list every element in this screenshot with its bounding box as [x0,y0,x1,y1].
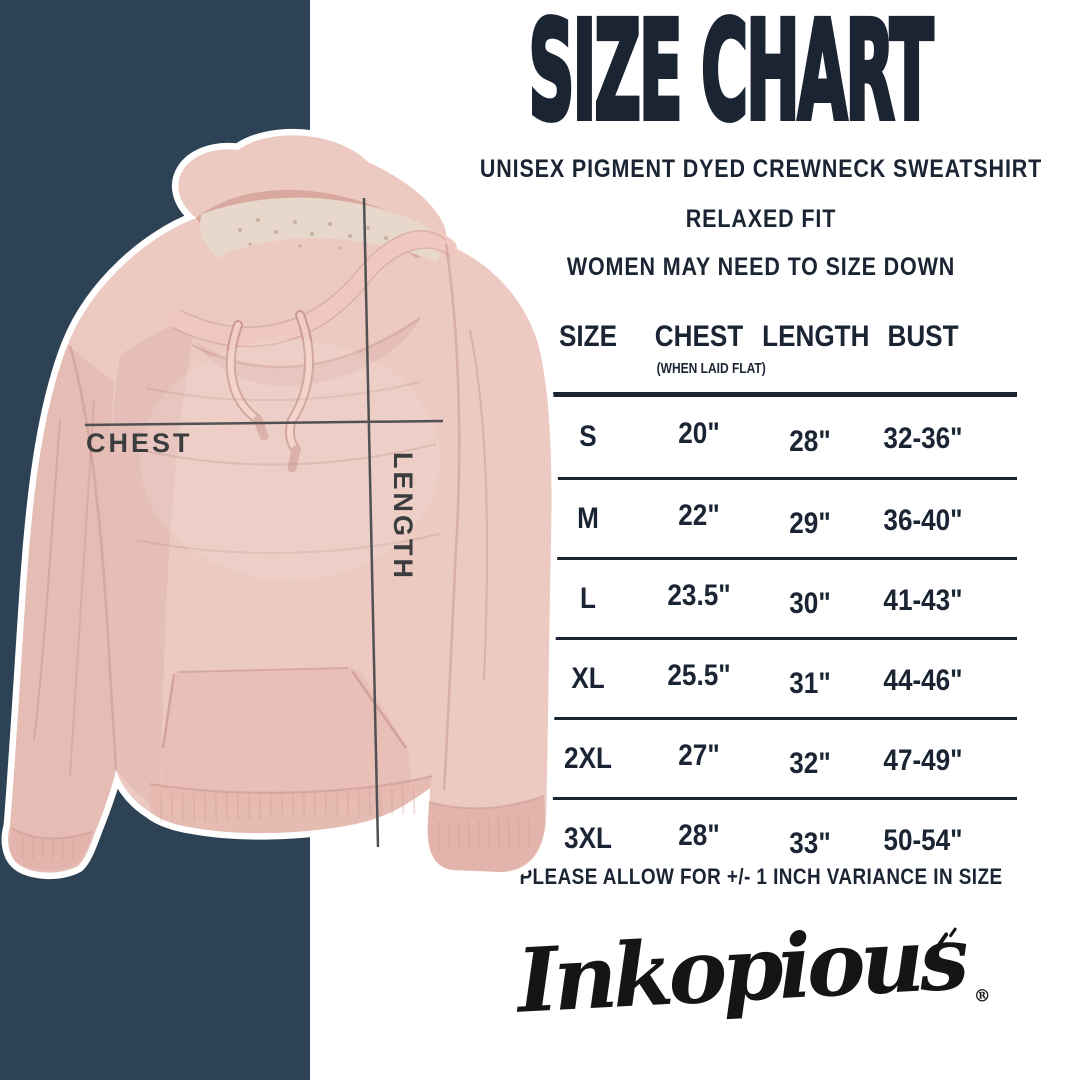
page-title-text: SIZE CHART [527,0,935,151]
variance-note: PLEASE ALLOW FOR +/- 1 INCH VARIANCE IN … [519,864,1003,889]
inkopious-logo: Inkopious ® [514,905,1007,1033]
brand-logo-area: Inkopious ® [505,905,1017,1062]
column-header-chest: CHEST [654,320,744,353]
column-header-length: LENGTH [762,320,870,353]
cuff-left [10,828,92,870]
right-sleeve-seam [442,243,461,791]
subtitle-sizing-advice: WOMEN MAY NEED TO SIZE DOWN [566,253,956,281]
size-table: SIZE CHEST LENGTH BUST (WHEN LAID FLAT) … [505,314,1017,877]
hoodie-photo [1,128,558,880]
cuff-right [427,796,545,872]
length-measure-label: LENGTH [388,452,418,581]
table-row-m: M 22" 29" 36-40" [505,477,1017,557]
collar-seam [191,316,421,369]
hood-rim [167,229,457,346]
heather-speckles [238,218,388,250]
table-row-s: S 20" 28" 32-36" [579,417,963,458]
drawstring-right [284,310,314,473]
registered-trademark: ® [973,986,992,1007]
hem-band [150,776,432,834]
table-row-xl: XL 25.5" 31" 44-46" [505,637,1017,717]
length-measure-line [362,197,380,848]
size-table-header: SIZE CHEST LENGTH BUST (WHEN LAID FLAT) [505,314,1017,392]
chest-measure-label: CHEST [86,428,193,458]
chest-note: (WHEN LAID FLAT) [656,360,766,377]
hood-lining-heather [199,197,442,262]
left-sleeve-seam [68,345,118,771]
body-shadow [108,315,198,810]
kangaroo-pocket [162,668,412,803]
subtitle-fit: RELAXED FIT [685,205,837,233]
inkopious-logo-text: Inkopious [514,905,967,1033]
column-header-size: SIZE [558,320,618,353]
table-row-l: L 23.5" 30" 41-43" [505,557,1017,637]
table-header-rule [505,392,1017,397]
fabric-wrinkles [33,329,489,777]
column-header-bust: BUST [887,320,959,353]
info-column: SIZE CHART UNISEX PIGMENT DYED CREWNECK … [479,0,1043,1080]
subtitle-garment: UNISEX PIGMENT DYED CREWNECK SWEATSHIRT [479,155,1043,183]
left-sleeve [8,344,116,873]
table-row-3xl: 3XL 28" 33" 50-54" [505,797,1017,877]
table-row-2xl: 2XL 27" 32" 47-49" [505,717,1017,797]
page-title: SIZE CHART [527,0,935,151]
brush-flourish-icon [936,927,961,952]
chest-measure-line [84,419,444,427]
